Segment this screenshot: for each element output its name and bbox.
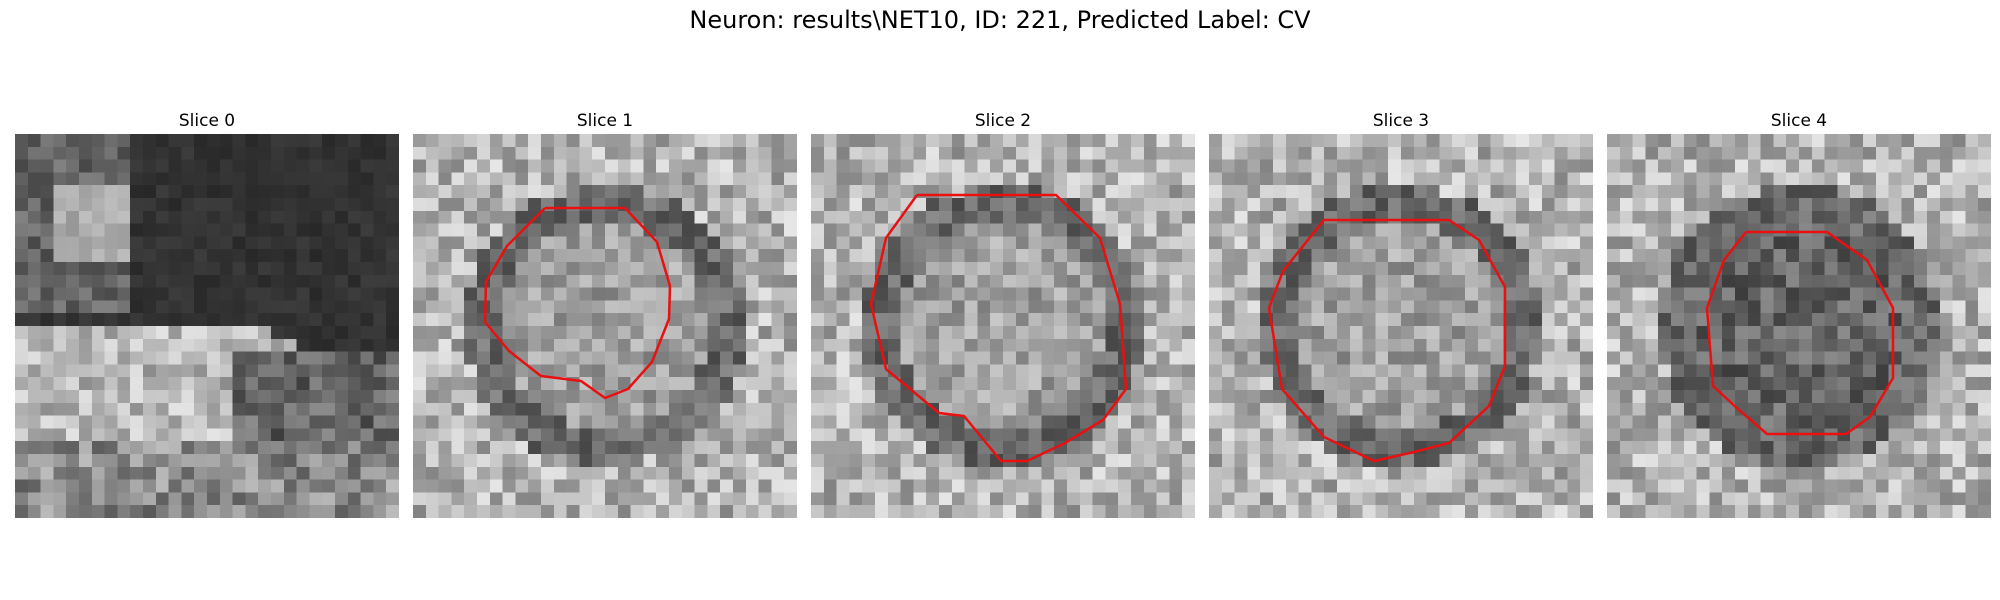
slice-title: Slice 0 — [178, 111, 236, 131]
slice-image-0 — [15, 134, 399, 518]
slice-panel-2: Slice 2 — [811, 108, 1195, 518]
grayscale-image — [15, 134, 399, 518]
neuron-contour — [869, 193, 1128, 463]
neuron-contour — [1267, 218, 1507, 463]
slice-image-3 — [1209, 134, 1593, 518]
figure-title: Neuron: results\NET10, ID: 221, Predicte… — [689, 6, 1311, 34]
grayscale-image — [413, 134, 797, 518]
neuron-contour — [1705, 230, 1895, 436]
slice-title: Slice 1 — [576, 111, 634, 131]
slice-image-4 — [1607, 134, 1991, 518]
slice-title: Slice 3 — [1372, 111, 1430, 131]
slice-panel-0: Slice 0 — [15, 108, 399, 518]
slice-panel-1: Slice 1 — [413, 108, 797, 518]
slice-panel-4: Slice 4 — [1607, 108, 1991, 518]
slice-image-1 — [413, 134, 797, 518]
neuron-contour — [483, 206, 672, 400]
slice-panel-3: Slice 3 — [1209, 108, 1593, 518]
grayscale-image — [1607, 134, 1991, 518]
slice-title: Slice 4 — [1770, 111, 1828, 131]
slice-title: Slice 2 — [974, 111, 1032, 131]
slice-image-2 — [811, 134, 1195, 518]
